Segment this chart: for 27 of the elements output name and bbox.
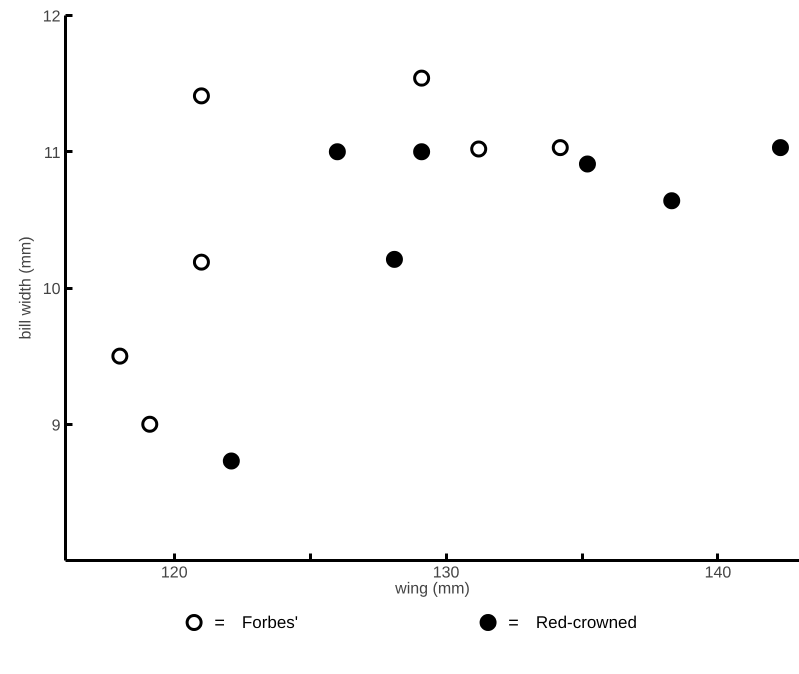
y-tick-label: 11 — [44, 144, 61, 162]
point — [470, 140, 488, 158]
point — [328, 143, 346, 160]
y-axis-title: bill width (mm) — [18, 236, 35, 340]
point — [663, 192, 680, 210]
text: = — [214, 612, 225, 632]
point — [386, 250, 403, 268]
point — [192, 254, 210, 271]
point — [111, 348, 128, 365]
x-axis-title: wing (mm) — [394, 580, 470, 598]
x-tick-label: 120 — [160, 564, 188, 582]
text: = — [508, 612, 519, 632]
point — [413, 70, 430, 87]
legend-label: Red-crowned — [536, 613, 637, 632]
point — [141, 416, 158, 433]
point — [772, 139, 789, 156]
point — [222, 452, 240, 470]
y-tick-label: 9 — [52, 417, 61, 434]
point — [192, 87, 210, 104]
y-tick-label: 10 — [42, 281, 61, 298]
x-tick-label: 130 — [432, 564, 460, 582]
point — [578, 156, 596, 172]
point — [552, 139, 569, 156]
point — [413, 143, 430, 160]
y-tick-label: 12 — [42, 8, 61, 26]
x-tick-label: 140 — [704, 564, 732, 582]
legend-label: Forbes' — [242, 613, 298, 632]
